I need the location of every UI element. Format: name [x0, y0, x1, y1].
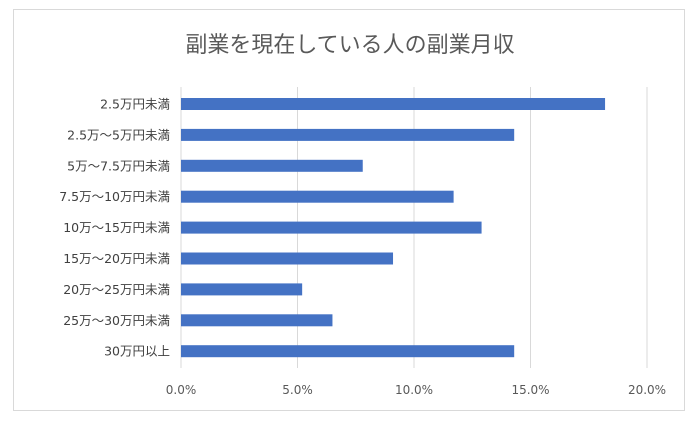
category-label: 15万～20万円未満 — [63, 251, 170, 266]
category-label: 2.5万～5万円未満 — [67, 127, 170, 142]
category-label: 2.5万円未満 — [100, 97, 170, 112]
bar — [181, 98, 606, 110]
bar — [181, 345, 515, 358]
x-tick-label: 10.0% — [395, 383, 433, 397]
x-tick-label: 5.0% — [282, 383, 313, 397]
x-tick-label: 15.0% — [511, 383, 549, 397]
x-axis-tick-labels: 0.0% 5.0% 10.0% 15.0% 20.0% — [166, 383, 666, 397]
category-label: 10万～15万円未満 — [63, 220, 170, 235]
bar — [181, 190, 454, 203]
x-tick-label: 0.0% — [166, 383, 197, 397]
category-label: 30万円以上 — [104, 344, 170, 359]
bar — [181, 221, 482, 234]
category-labels: 2.5万円未満 2.5万～5万円未満 5万～7.5万円未満 7.5万～10万円未満 10… — [59, 97, 170, 359]
chart-frame — [13, 9, 685, 411]
bar — [181, 252, 394, 265]
bar — [181, 314, 333, 327]
bar — [181, 283, 303, 296]
category-label: 25万～30万円未満 — [63, 313, 170, 328]
category-label: 7.5万～10万円未満 — [59, 189, 170, 204]
bars — [181, 98, 606, 358]
chart-title: 副業を現在している人の副業月収 — [185, 33, 514, 58]
x-tick-label: 20.0% — [628, 383, 666, 397]
category-label: 5万～7.5万円未満 — [67, 158, 170, 173]
category-label: 20万～25万円未満 — [63, 282, 170, 297]
bar — [181, 159, 363, 172]
bar — [181, 128, 515, 141]
